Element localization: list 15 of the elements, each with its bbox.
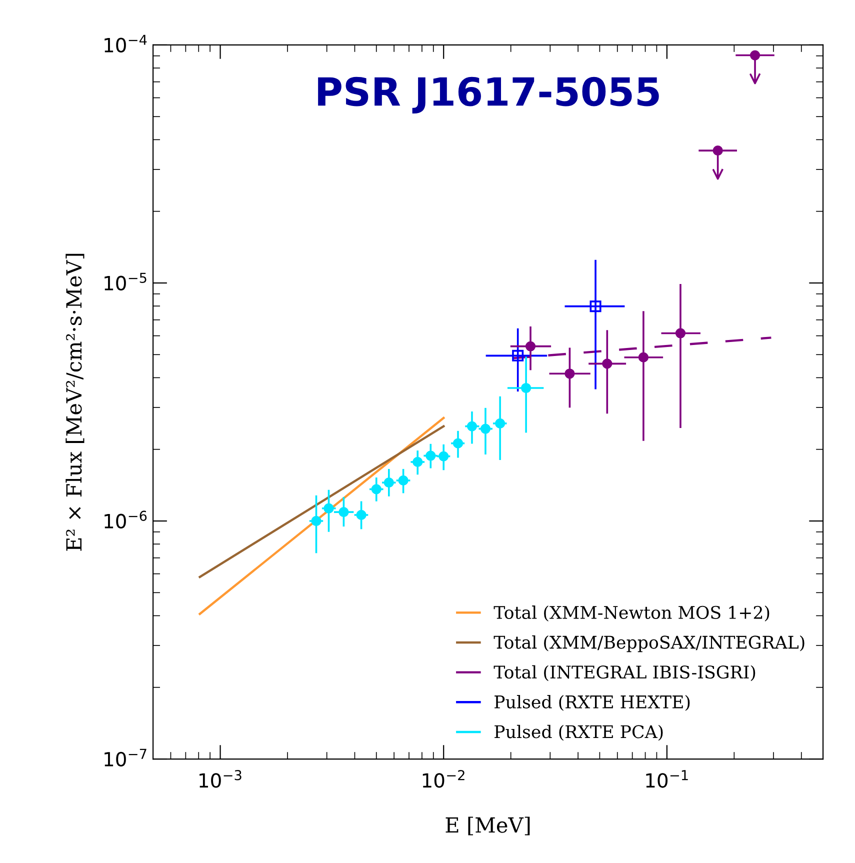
y-tick-label: 10$^{−6}$ <box>104 510 147 529</box>
legend-label: Total (INTEGRAL IBIS-ISGRI) <box>494 665 756 682</box>
legend-label: Total (XMM/BeppoSAX/INTEGRAL) <box>494 635 804 652</box>
x-tick-label: 10$^{−2}$ <box>422 770 464 788</box>
x-axis-title: E [MeV] <box>446 816 530 836</box>
legend-label: Total (XMM-Newton MOS 1+2) <box>494 606 770 622</box>
legend-label: Pulsed (RXTE PCA) <box>494 724 663 741</box>
x-tick-label: 10$^{−3}$ <box>200 770 242 788</box>
y-axis-title: E² × Flux [MeV²/cm²·s·MeV] <box>66 254 84 551</box>
y-tick-label: 10$^{−7}$ <box>104 748 146 767</box>
x-tick-label: 10$^{−1}$ <box>646 770 688 788</box>
text: PSR J1617-5055 <box>318 76 659 114</box>
y-tick-label: 10$^{−5}$ <box>104 272 146 291</box>
y-tick-label: 10$^{−4}$ <box>104 34 147 52</box>
legend-label: Pulsed (RXTE HEXTE) <box>494 695 690 711</box>
